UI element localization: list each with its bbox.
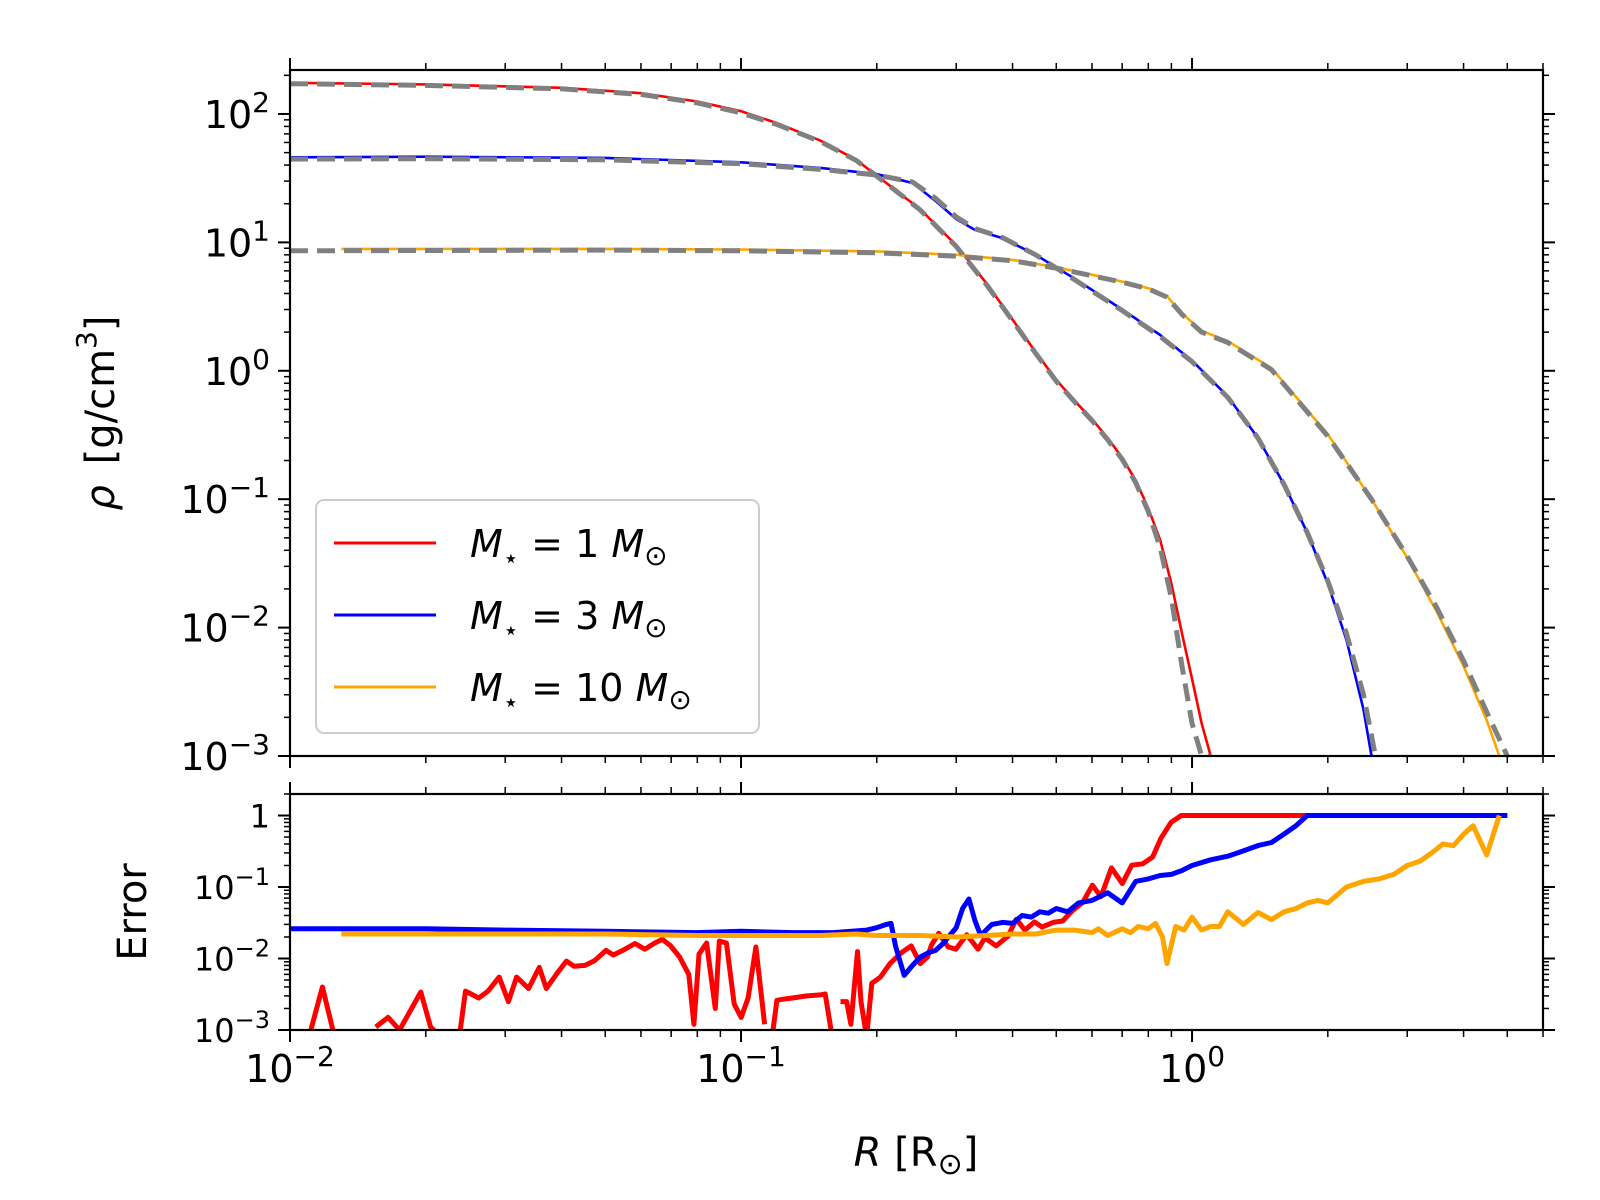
- legend: M⋆ = 1 M⊙ M⋆ = 3 M⊙ M⋆ = 10 M⊙: [315, 499, 760, 734]
- ylabel-rho: ρ: [78, 485, 124, 510]
- error-ylabel: Error: [110, 863, 156, 961]
- density-ytick-label: 102: [204, 86, 270, 137]
- error-series-group: [290, 813, 1508, 1030]
- series-line-M1-error-4: [840, 813, 1508, 1030]
- density-axes-frame: [288, 68, 1545, 758]
- density-panel: 102 101 100 10−1 10−2 10−3 ρ [g/cm3] M⋆ = 1 M…: [70, 58, 1555, 779]
- legend-entry-3: M⋆ = 3 M⊙: [334, 594, 668, 646]
- series-line-M1-error-1: [374, 989, 438, 1030]
- legend-box: [315, 499, 760, 734]
- density-ytick-label: 101: [204, 214, 270, 265]
- error-ytick-label: 1: [250, 798, 270, 836]
- ylabel-close: ]: [78, 316, 124, 332]
- density-ytick-label: 10−1: [180, 471, 270, 522]
- xtick-labels: 10−2 10−1 100: [245, 1040, 1225, 1091]
- xtick-label: 100: [1159, 1040, 1225, 1091]
- series-line-M1-error-2: [457, 936, 768, 1030]
- legend-entry-10: M⋆ = 10 M⊙: [334, 666, 692, 718]
- error-axes-frame: [288, 792, 1545, 1032]
- error-ytick-label: 10−1: [194, 863, 270, 907]
- series-line-M10-fit: [290, 247, 1510, 756]
- legend-label-3: M⋆ = 3 M⊙: [470, 594, 668, 646]
- density-ylabel: ρ [g/cm3]: [70, 316, 124, 511]
- density-ytick-label: 10−2: [180, 600, 270, 651]
- error-ytick-label: 10−2: [194, 935, 270, 979]
- error-panel: 110−110−210−3 10−2 10−1 100 Error R [R⊙]: [110, 782, 1555, 1182]
- series-line-M1-error-3: [770, 991, 834, 1030]
- error-ytick-labels: 1 10−1 10−2 10−3: [194, 798, 270, 1050]
- density-ytick-label: 100: [204, 343, 270, 394]
- xtick-label: 10−2: [245, 1040, 335, 1091]
- series-line-M3-error-0: [290, 813, 1508, 978]
- ylabel-exp: 3: [70, 331, 103, 349]
- error-ytick-label: 10−3: [194, 1006, 270, 1050]
- density-series-group: [290, 81, 1510, 756]
- series-line-M10-error-0: [341, 814, 1502, 967]
- series-line-M1-fit: [290, 81, 1211, 756]
- density-ytick-labels: 102 101 100 10−1 10−2 10−3: [180, 86, 270, 779]
- xlabel: R [R⊙]: [854, 1130, 979, 1182]
- legend-entry-1: M⋆ = 1 M⊙: [334, 522, 668, 574]
- ylabel-unit: [g/cm: [78, 349, 124, 464]
- density-ytick-label: 10−3: [180, 728, 270, 779]
- legend-label-1: M⋆ = 1 M⊙: [470, 522, 668, 574]
- legend-label-10: M⋆ = 10 M⊙: [470, 666, 692, 718]
- xtick-label: 10−1: [696, 1040, 786, 1091]
